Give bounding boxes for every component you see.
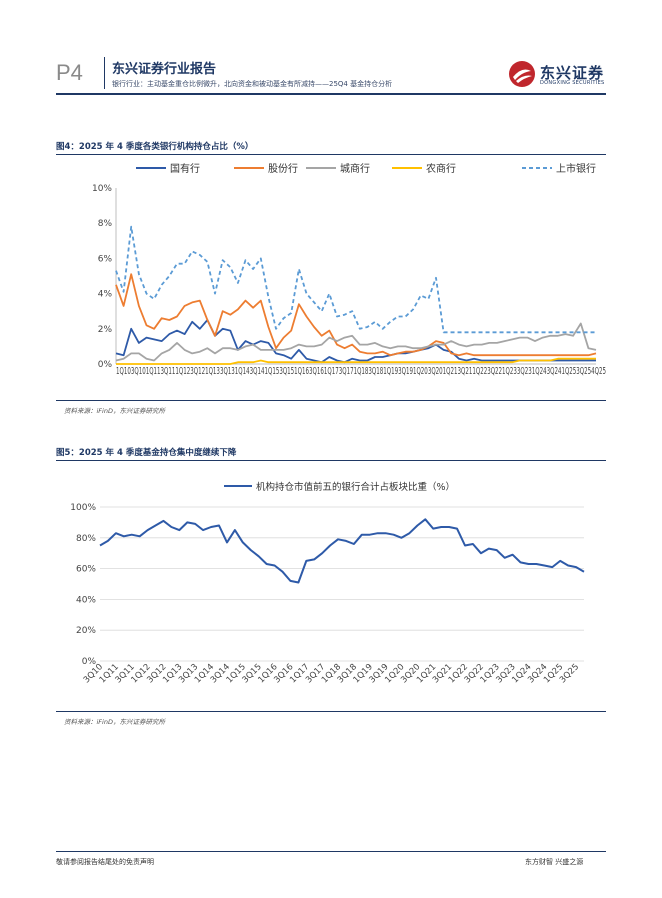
logo-emblem-icon [509, 61, 535, 87]
figure4-title: 图4：2025 年 4 季度各类银行机构持仓占比（%） [56, 142, 254, 152]
legend-item: 股份行 [234, 162, 298, 175]
y-tick-label: 6% [98, 254, 113, 264]
figure4-source: 资料来源：iFinD，东兴证券研究所 [64, 407, 165, 415]
report-subtitle: 银行行业：主动基金重仓比例微升，北向资金和被动基金有所减持——25Q4 基金持仓… [112, 80, 393, 88]
legend-item: 上市银行 [522, 162, 596, 175]
footer-slogan: 东方财智 兴盛之源 [525, 858, 584, 866]
figure4-chart: 国有行 股份行 城商行 农商行 上市银行 0% 2% 4% 6% 8% 10% 1Q103Q101Q1… [92, 162, 606, 377]
page-number: P4 [56, 60, 83, 85]
logo-text: 东兴证券 [540, 64, 605, 82]
x-tick-labels: 1Q103Q101Q113Q111Q123Q121Q133Q131Q143Q14… [116, 366, 606, 377]
y-tick-label: 10% [92, 184, 112, 194]
legend-label: 上市银行 [556, 162, 596, 175]
y-tick-label: 40% [76, 595, 96, 605]
y-tick-label: 8% [98, 219, 113, 229]
y-tick-label: 60% [76, 565, 96, 575]
legend-label: 国有行 [170, 162, 200, 175]
figure5-bottom-rule [56, 711, 606, 712]
series-line [115, 322, 597, 362]
figure4-bottom-rule [56, 400, 606, 401]
logo-english-text: DONGXING SECURITIES [540, 80, 605, 86]
y-tick-label: 80% [76, 534, 96, 544]
legend-item: 农商行 [392, 162, 456, 175]
series-line [99, 518, 585, 584]
series-line [115, 225, 596, 334]
footer-rule [56, 851, 606, 852]
series-line [115, 273, 597, 357]
y-tick-label: 100% [70, 503, 96, 513]
figure5-chart: 机构持仓市值前五的银行合计占板块比重（%）0%20%40%60%80%100%3… [70, 481, 585, 685]
brand-logo: 东兴证券 DONGXING SECURITIES [508, 60, 608, 90]
legend-item: 城商行 [306, 162, 370, 175]
y-tick-label: 20% [76, 626, 96, 636]
y-tick-label: 2% [98, 325, 113, 335]
footer-disclaimer: 敬请参阅报告结尾处的免责声明 [56, 858, 154, 866]
legend-label: 城商行 [340, 162, 370, 175]
figure5-source: 资料来源：iFinD，东兴证券研究所 [64, 718, 165, 726]
legend-label: 股份行 [268, 162, 298, 175]
y-tick-label: 0% [98, 360, 113, 370]
header-rule [56, 93, 606, 95]
legend-label: 机构持仓市值前五的银行合计占板块比重（%） [256, 481, 455, 493]
legend-item: 国有行 [136, 162, 200, 175]
header-separator [104, 57, 105, 89]
figure5-title: 图5：2025 年 4 季度基金持仓集中度继续下降 [56, 448, 237, 458]
figure5-top-rule [56, 460, 606, 461]
legend-label: 农商行 [426, 162, 456, 175]
y-tick-label: 0% [82, 657, 97, 667]
legend-item: 机构持仓市值前五的银行合计占板块比重（%） [224, 481, 455, 493]
y-tick-label: 4% [98, 290, 113, 300]
report-title: 东兴证券行业报告 [112, 62, 217, 77]
series-line [116, 357, 596, 365]
figure4-top-rule [56, 154, 606, 155]
